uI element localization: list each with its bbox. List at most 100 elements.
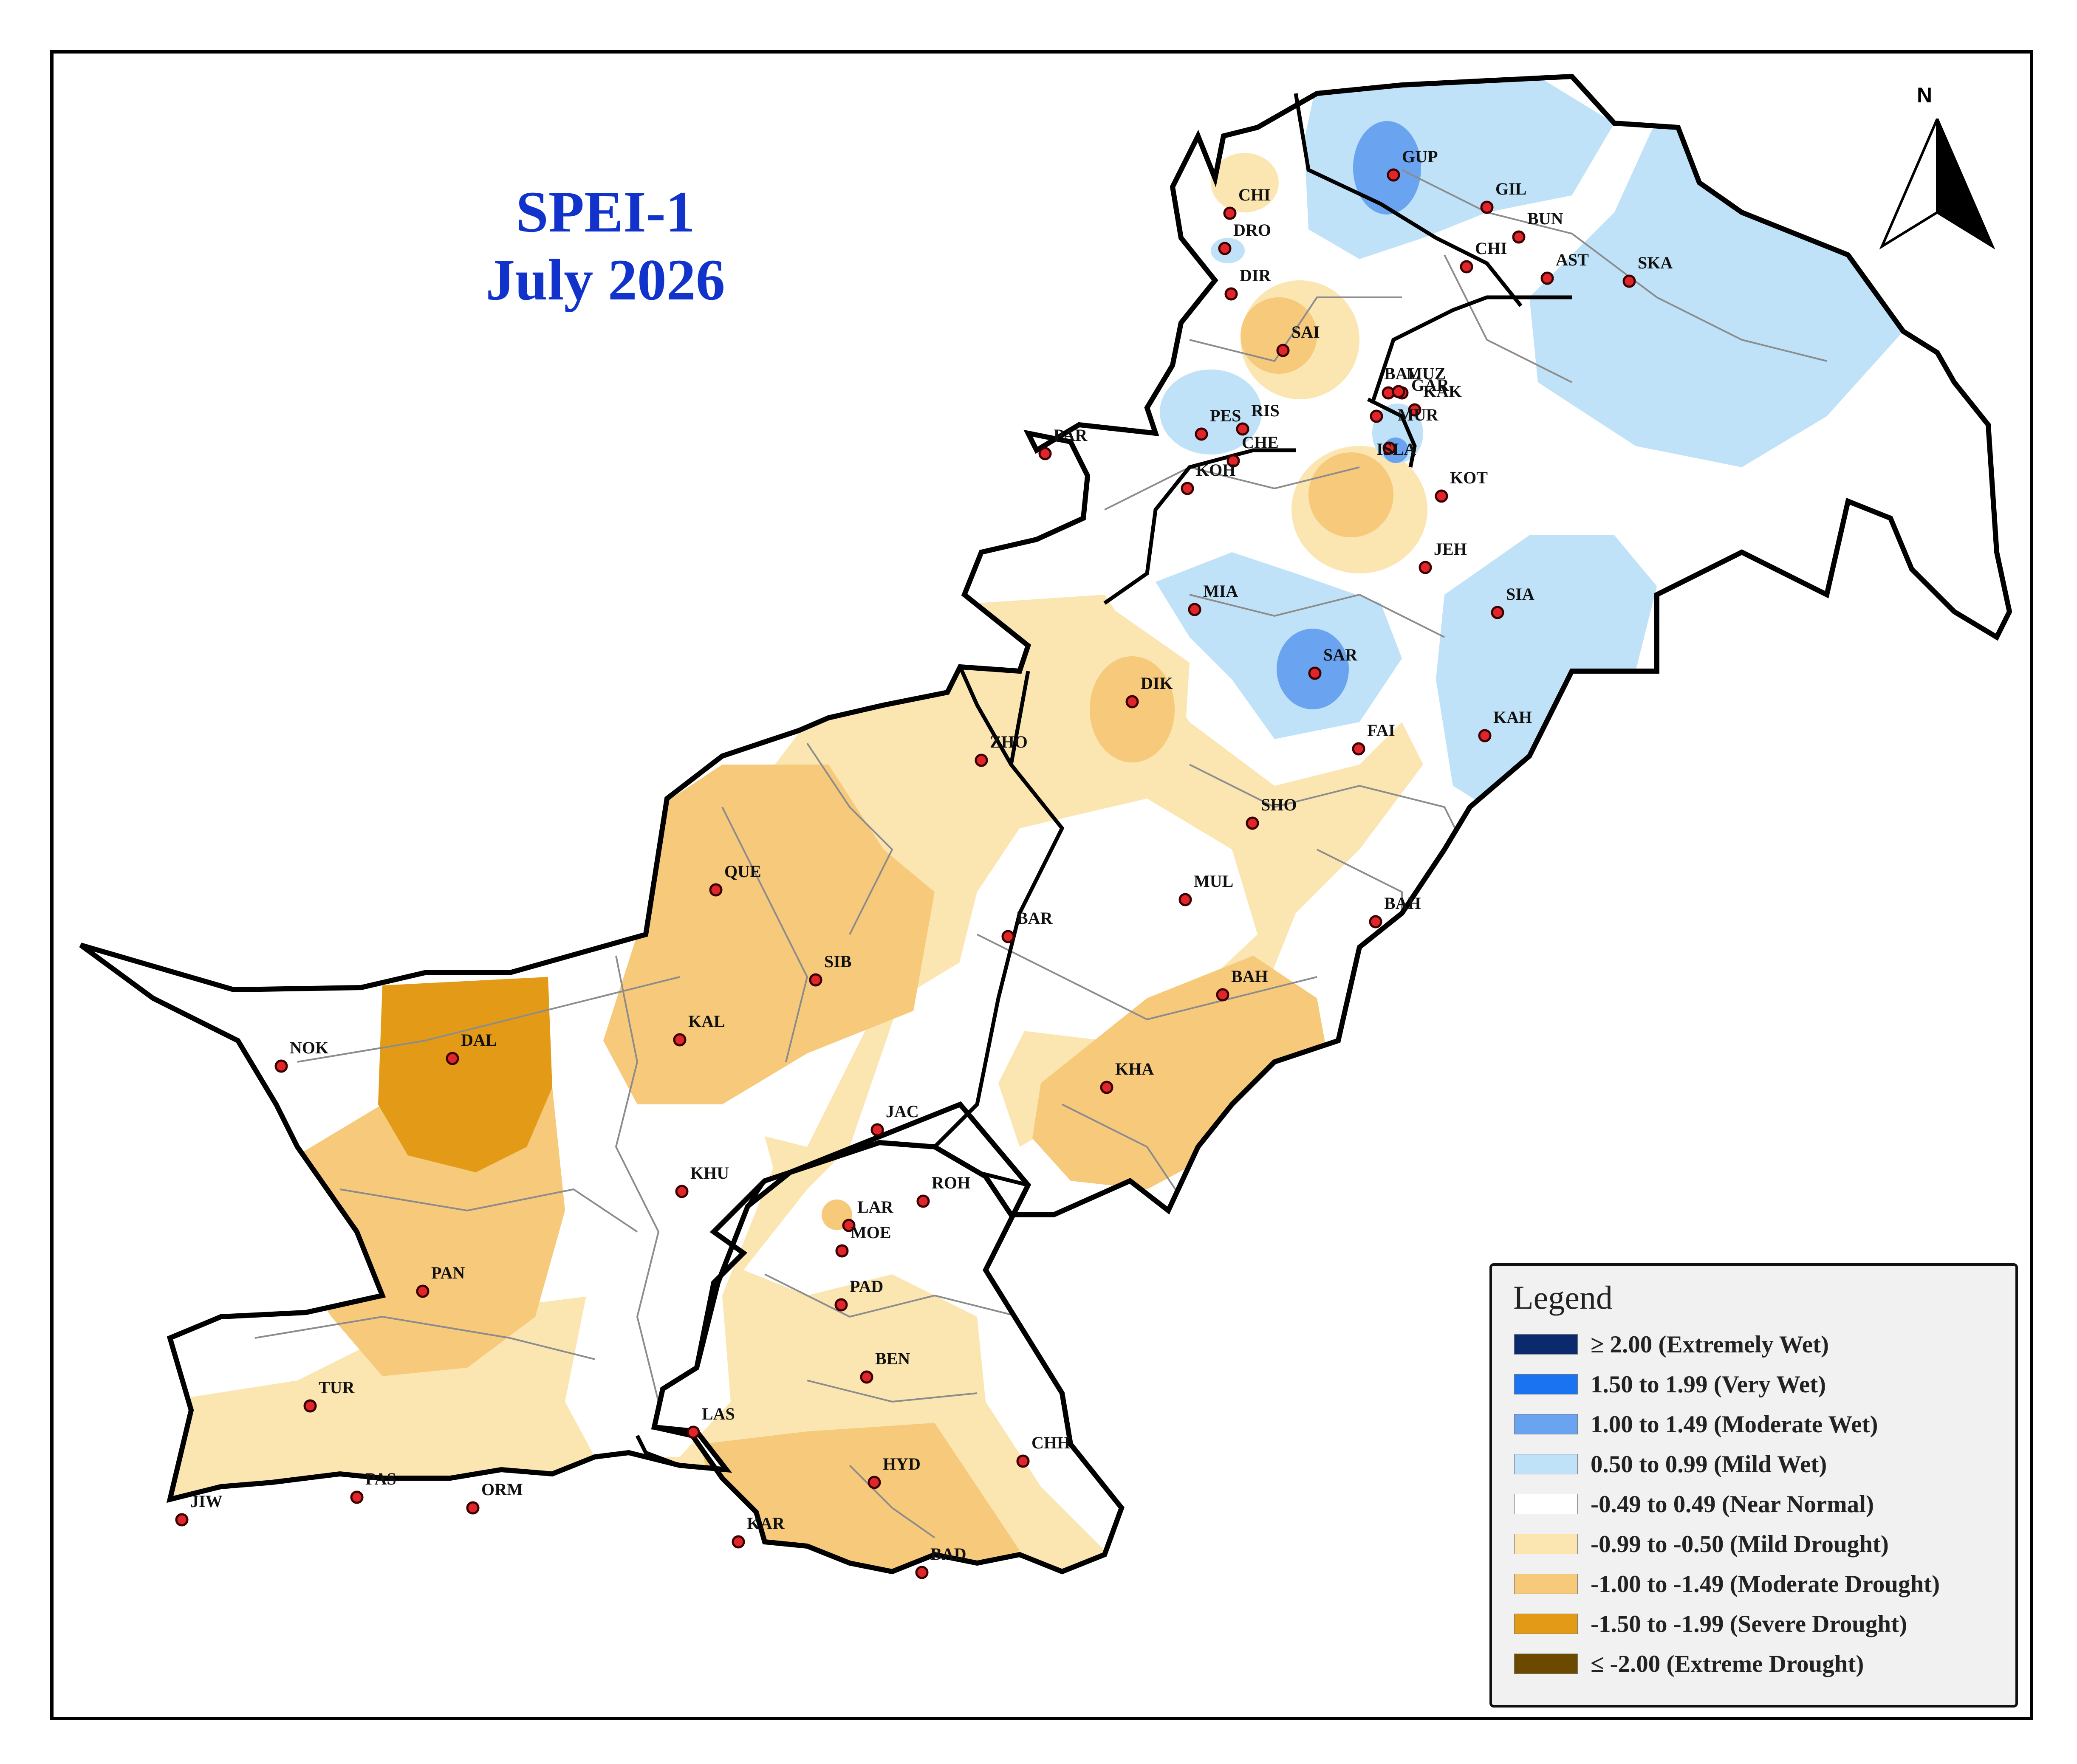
station-marker-icon — [1408, 403, 1421, 417]
station-dik: DIK — [1125, 674, 1173, 708]
station-label: MUR — [1398, 405, 1439, 424]
station-pes: PES — [1195, 406, 1241, 441]
station-label: NOK — [290, 1038, 328, 1057]
legend-item: -1.50 to -1.99 (Severe Drought) — [1514, 1609, 1907, 1639]
station-marker-icon — [1392, 385, 1405, 398]
station-marker-icon — [1540, 271, 1554, 285]
station-zho: ZHO — [975, 732, 1028, 767]
station-marker-icon — [915, 1566, 929, 1579]
station-marker-icon — [303, 1399, 317, 1413]
legend: Legend ≥ 2.00 (Extremely Wet) 1.50 to 1.9… — [1489, 1263, 2018, 1708]
station-marker-icon — [1246, 816, 1259, 830]
station-label: ZHO — [990, 732, 1028, 751]
station-label: SAI — [1291, 322, 1320, 342]
station-marker-icon — [1188, 603, 1201, 616]
north-label: N — [1917, 83, 1933, 107]
station-label: PAD — [850, 1277, 883, 1296]
station-label: SHO — [1261, 795, 1297, 814]
station-marker-icon — [1308, 666, 1322, 680]
map-subtitle: July 2026 — [486, 247, 725, 312]
station-sai: SAI — [1276, 322, 1320, 357]
station-label: LAS — [702, 1404, 735, 1423]
legend-label: ≥ 2.00 (Extremely Wet) — [1591, 1331, 1829, 1358]
legend-label: 0.50 to 0.99 (Mild Wet) — [1591, 1451, 1827, 1478]
legend-swatch — [1514, 1334, 1578, 1355]
station-label: FAI — [1367, 721, 1395, 740]
station-label: DRO — [1233, 220, 1271, 240]
station-marker-icon — [1370, 409, 1383, 423]
station-pas: PAS — [350, 1469, 396, 1504]
station-marker-icon — [1178, 893, 1192, 906]
station-label: RIS — [1251, 401, 1280, 420]
station-marker-icon — [1226, 454, 1240, 468]
station-chh: CHH — [1016, 1433, 1070, 1468]
station-roh: ROH — [916, 1173, 970, 1208]
station-marker-icon — [1460, 260, 1473, 274]
station-chi-gil: CHI — [1460, 239, 1507, 274]
station-label: BAD — [930, 1544, 966, 1564]
legend-label: -0.99 to -0.50 (Mild Drought) — [1591, 1530, 1889, 1558]
station-label: PES — [1210, 406, 1241, 425]
station-marker-icon — [446, 1052, 459, 1065]
station-mul: MUL — [1178, 872, 1233, 906]
station-label: HYD — [883, 1454, 921, 1473]
station-marker-icon — [1100, 1081, 1113, 1094]
station-hyd: HYD — [868, 1454, 921, 1489]
legend-swatch — [1514, 1454, 1578, 1474]
station-che: CHE — [1226, 433, 1279, 468]
station-label: PAR — [1054, 426, 1088, 445]
station-bad: BAD — [915, 1544, 966, 1579]
legend-label: -1.00 to -1.49 (Moderate Drought) — [1591, 1570, 1940, 1597]
station-dro: DRO — [1218, 220, 1271, 255]
station-marker-icon — [1512, 230, 1526, 244]
station-label: CHI — [1475, 239, 1507, 258]
station-gup: GUP — [1387, 147, 1438, 182]
station-label: SAR — [1323, 645, 1358, 664]
station-marker-icon — [1387, 168, 1400, 182]
station-marker-icon — [1480, 200, 1494, 214]
station-marker-icon — [809, 973, 822, 987]
station-bal: BAL — [1382, 364, 1419, 400]
station-label: ROH — [932, 1173, 970, 1192]
station-label: BAL — [1384, 364, 1419, 383]
legend-label: -1.50 to -1.99 (Severe Drought) — [1591, 1610, 1907, 1637]
map-title: SPEI-1 — [516, 179, 695, 244]
station-label: SKA — [1638, 253, 1673, 272]
station-label: GIL — [1495, 179, 1526, 198]
legend-heading: Legend — [1513, 1279, 1613, 1316]
station-lar: LAR — [842, 1197, 894, 1232]
station-gil: GIL — [1480, 179, 1526, 214]
station-label: MOE — [851, 1223, 891, 1242]
station-marker-icon — [1435, 489, 1448, 503]
station-label: KOT — [1450, 468, 1488, 487]
station-las: LAS — [687, 1404, 735, 1439]
station-marker-icon — [1218, 242, 1232, 255]
station-label: KAL — [688, 1012, 725, 1031]
station-gar: GAR — [1392, 375, 1450, 398]
station-marker-icon — [1125, 695, 1139, 708]
legend-swatch — [1514, 1574, 1578, 1594]
station-bah-south: BAH — [1216, 967, 1268, 1002]
station-marker-icon — [860, 1370, 873, 1384]
station-khu: KHU — [675, 1163, 729, 1198]
station-label: PAS — [365, 1469, 396, 1488]
station-kar: KAR — [732, 1514, 785, 1549]
station-marker-icon — [1369, 915, 1382, 929]
station-marker-icon — [416, 1284, 430, 1298]
station-marker-icon — [868, 1476, 881, 1489]
station-fai: FAI — [1352, 721, 1395, 756]
legend-item: ≥ 2.00 (Extremely Wet) — [1514, 1329, 1829, 1359]
station-marker-icon — [1224, 287, 1238, 301]
station-marker-icon — [1478, 729, 1492, 742]
station-dir: DIR — [1224, 266, 1271, 301]
station-jeh: JEH — [1419, 539, 1467, 574]
station-label: GAR — [1411, 375, 1450, 395]
station-marker-icon — [1382, 441, 1396, 455]
station-mur: MUR — [1370, 405, 1439, 424]
station-marker-icon — [1419, 561, 1432, 574]
station-label: CHE — [1242, 433, 1279, 452]
legend-label: 1.50 to 1.99 (Very Wet) — [1591, 1371, 1826, 1398]
legend-swatch — [1514, 1414, 1578, 1434]
station-label: CHH — [1031, 1433, 1070, 1452]
station-label: KOH — [1196, 460, 1235, 480]
